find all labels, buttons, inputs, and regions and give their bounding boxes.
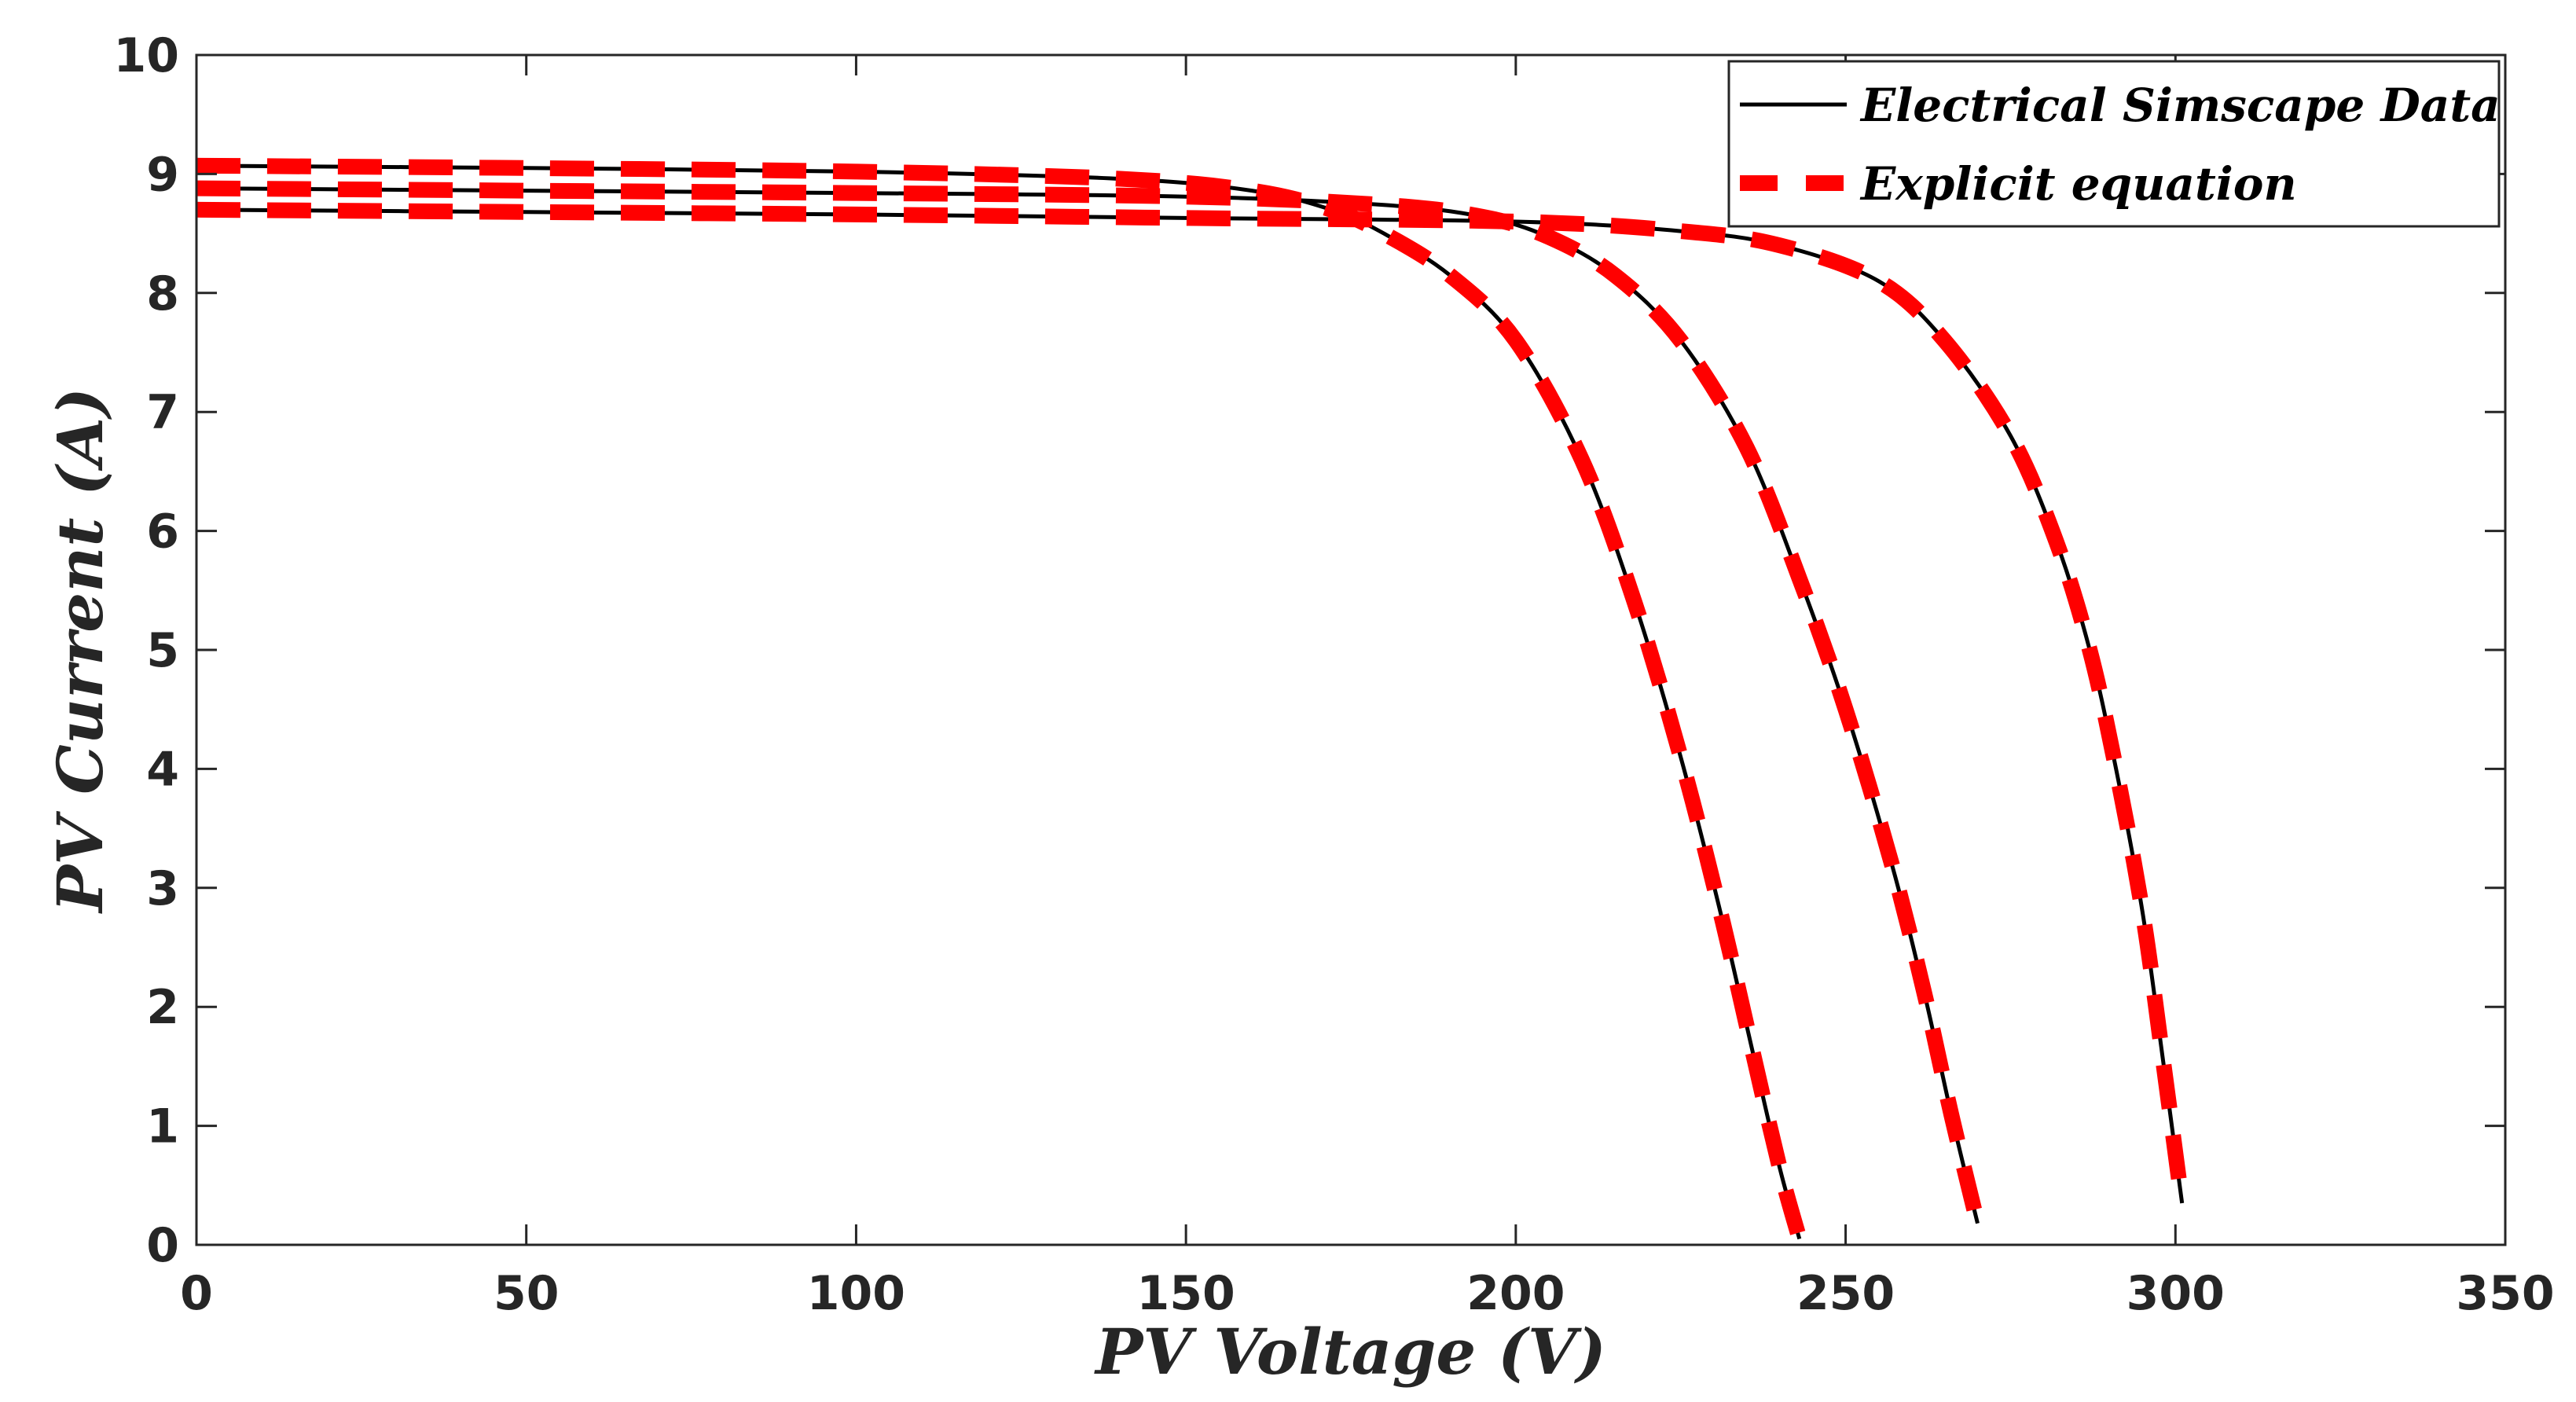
- legend-label-simscape: Electrical Simscape Data: [1859, 79, 2501, 132]
- x-tick-label: 50: [494, 1266, 560, 1321]
- y-tick-label: 0: [146, 1218, 179, 1273]
- x-tick-label: 300: [2126, 1266, 2225, 1321]
- legend-box: [1727, 60, 2501, 228]
- x-tick-label: 350: [2456, 1266, 2554, 1321]
- x-tick-label: 250: [1796, 1266, 1895, 1321]
- x-tick-label: 0: [180, 1266, 213, 1321]
- explicit-curve-1: [196, 157, 1807, 1242]
- explicit-curve-2: [196, 180, 1986, 1226]
- y-tick-label: 2: [146, 980, 179, 1035]
- y-tick-label: 4: [146, 742, 179, 797]
- y-tick-label: 6: [146, 505, 179, 560]
- y-tick-label: 7: [146, 385, 179, 440]
- x-tick-label: 150: [1137, 1266, 1235, 1321]
- x-tick-label: 100: [807, 1266, 905, 1321]
- x-axis-label: PV Voltage (V): [1094, 1315, 1606, 1389]
- axes-layer: 0 50 100 150 200 250 300 350 0 1 2 3 4 5 6 7 8 9 10: [114, 28, 2555, 1321]
- y-tick-label: 8: [146, 266, 179, 321]
- labels-layer: PV Voltage (V) PV Current (A): [43, 387, 1606, 1389]
- y-axis-label: PV Current (A): [43, 387, 117, 914]
- y-tick-label: 3: [146, 861, 179, 916]
- y-tick-label: 9: [146, 147, 179, 202]
- y-tick-label: 5: [146, 623, 179, 678]
- legend: Electrical Simscape Data Explicit equati…: [1727, 60, 2501, 228]
- y-tick-label: 1: [146, 1099, 179, 1154]
- x-tick-label: 200: [1466, 1266, 1565, 1321]
- y-tick-label: 10: [114, 28, 180, 83]
- legend-label-explicit: Explicit equation: [1859, 157, 2297, 211]
- curves-layer: [196, 157, 2190, 1242]
- explicit-curve-3: [196, 201, 2190, 1205]
